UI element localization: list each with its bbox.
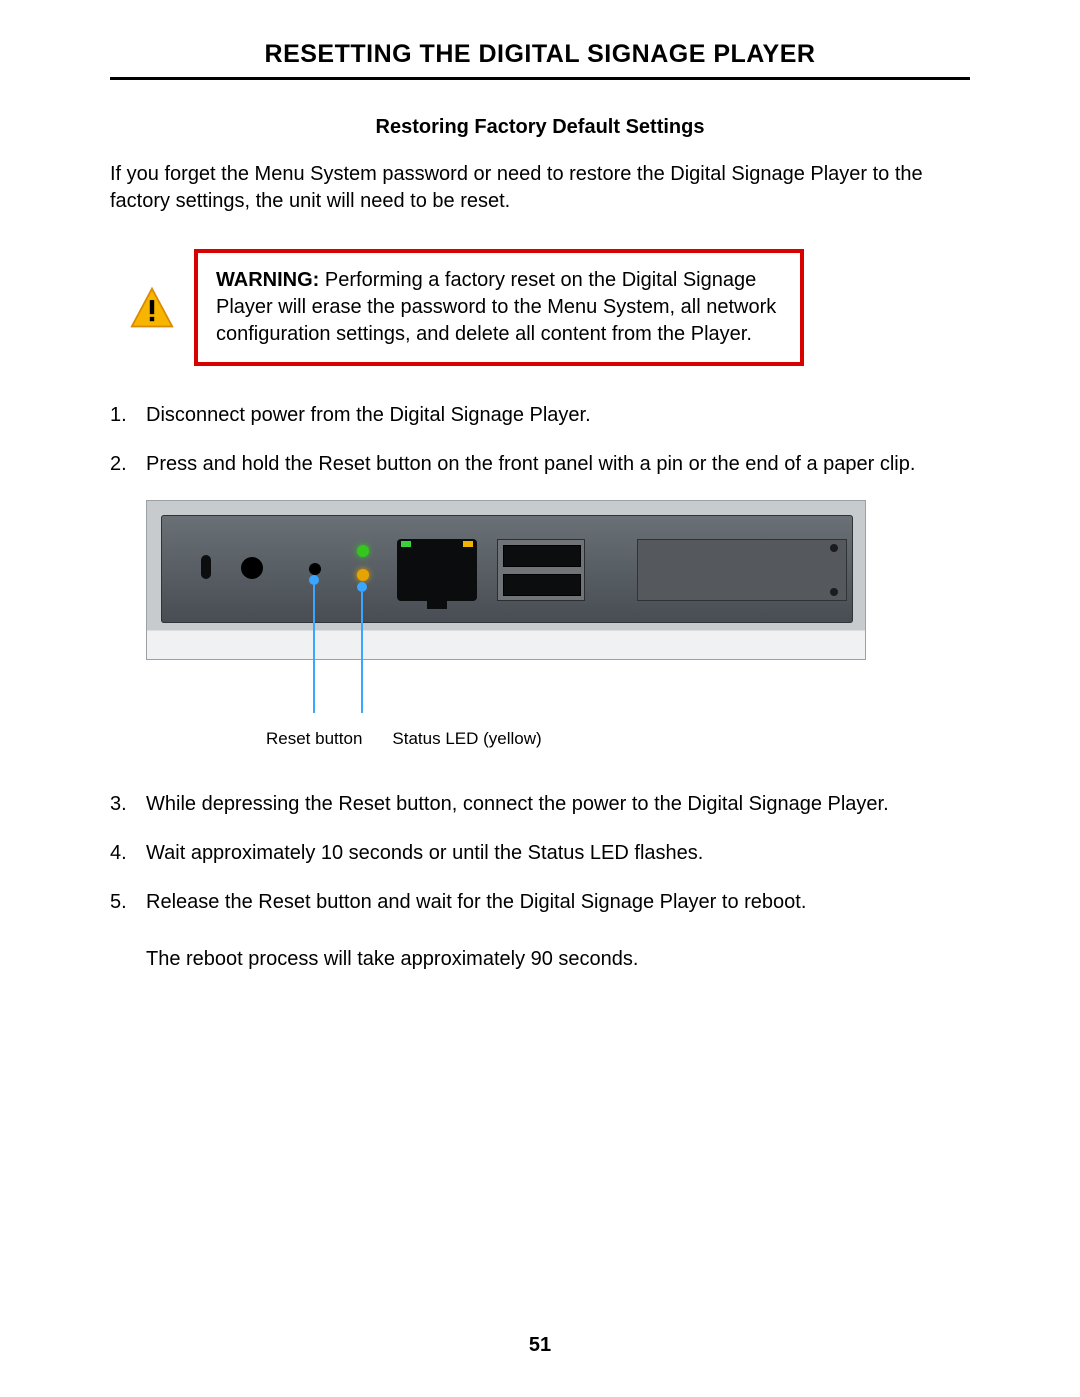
step-text: Press and hold the Reset button on the f…: [146, 451, 970, 478]
warning-box: WARNING: Performing a factory reset on t…: [194, 249, 804, 366]
section-subtitle: Restoring Factory Default Settings: [110, 116, 970, 139]
reset-button-hole: [309, 563, 321, 575]
usb-ports: [497, 539, 585, 601]
ethernet-led-left: [401, 541, 411, 547]
kensington-slot: [201, 555, 211, 579]
callout-labels: Reset button Status LED (yellow): [146, 728, 970, 751]
usb-port-bottom: [503, 574, 581, 596]
step-number: 1.: [110, 402, 146, 429]
page-title: RESETTING THE DIGITAL SIGNAGE PLAYER: [110, 40, 970, 80]
callout-dot-status: [357, 582, 367, 592]
step-5: 5. Release the Reset button and wait for…: [110, 889, 970, 916]
step-number: 5.: [110, 889, 146, 916]
step-text: Disconnect power from the Digital Signag…: [146, 402, 970, 429]
step-2: 2. Press and hold the Reset button on th…: [110, 451, 970, 478]
step-1: 1. Disconnect power from the Digital Sig…: [110, 402, 970, 429]
device-figure: Reset button Status LED (yellow): [146, 500, 970, 751]
step-number: 2.: [110, 451, 146, 478]
device-front-panel: [161, 515, 853, 623]
step-4: 4. Wait approximately 10 seconds or unti…: [110, 840, 970, 867]
audio-jack: [241, 557, 263, 579]
intro-paragraph: If you forget the Menu System password o…: [110, 161, 970, 215]
step-number: 3.: [110, 791, 146, 818]
ethernet-port: [397, 539, 477, 601]
step-text: Release the Reset button and wait for th…: [146, 889, 970, 916]
screw-icon: [830, 544, 838, 552]
device-chassis: [146, 500, 866, 660]
usb-port-top: [503, 545, 581, 567]
step-number: 4.: [110, 840, 146, 867]
warning-label: WARNING:: [216, 269, 319, 291]
warning-icon: [130, 286, 174, 330]
status-led-yellow: [357, 569, 369, 581]
screw-icon: [830, 588, 838, 596]
ethernet-led-right: [463, 541, 473, 547]
post-note: The reboot process will take approximate…: [146, 946, 970, 973]
step-text: While depressing the Reset button, conne…: [146, 791, 970, 818]
power-led-green: [357, 545, 369, 557]
step-3: 3. While depressing the Reset button, co…: [110, 791, 970, 818]
steps-list: 1. Disconnect power from the Digital Sig…: [110, 402, 970, 916]
callout-line-reset: [313, 585, 315, 713]
page-number: 51: [110, 1334, 970, 1357]
callout-dot-reset: [309, 575, 319, 585]
warning-row: WARNING: Performing a factory reset on t…: [110, 249, 970, 366]
callout-label-status: Status LED (yellow): [392, 728, 541, 751]
expansion-plate: [637, 539, 847, 601]
callout-label-reset: Reset button: [266, 728, 362, 751]
step-text: Wait approximately 10 seconds or until t…: [146, 840, 970, 867]
manual-page: RESETTING THE DIGITAL SIGNAGE PLAYER Res…: [0, 0, 1080, 1397]
callout-line-status: [361, 592, 363, 713]
